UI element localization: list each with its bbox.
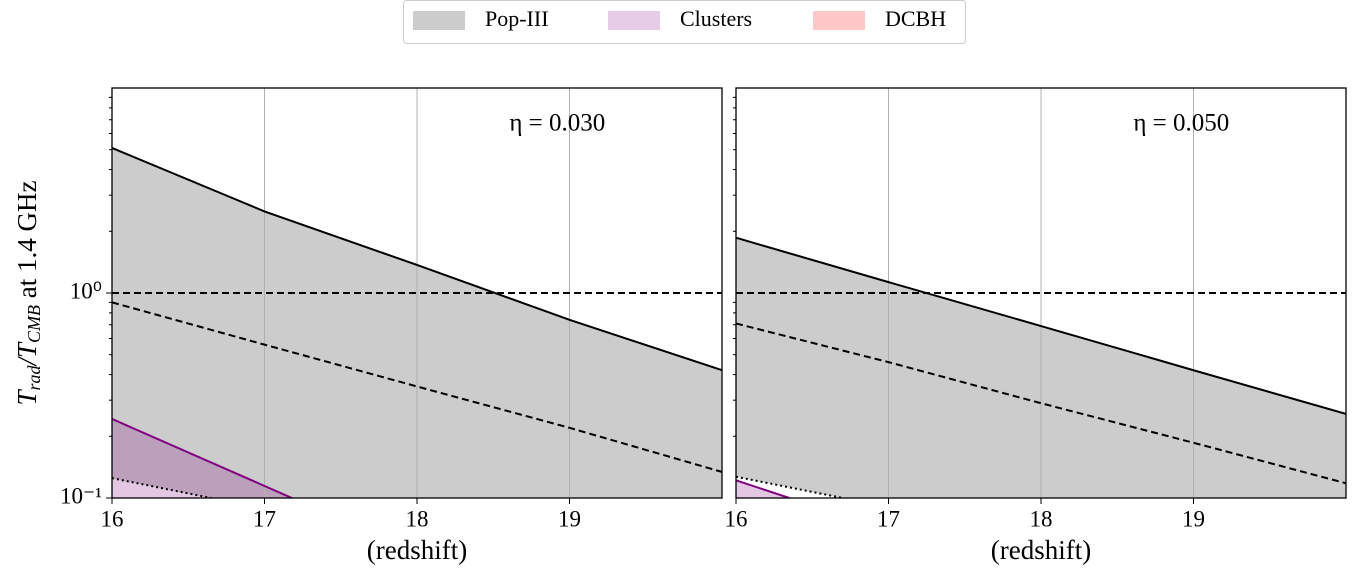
y-label-part: rad <box>24 364 44 390</box>
series-line <box>736 322 1346 485</box>
x-tick-label: 17 <box>877 506 900 531</box>
annotation: η = 0.030 <box>509 110 605 137</box>
x-tick-label: 16 <box>725 506 748 531</box>
x-tick-label: 18 <box>406 506 429 531</box>
annotation: η = 0.050 <box>1133 110 1229 137</box>
series-line <box>736 479 790 498</box>
legend-swatch <box>608 11 660 30</box>
plot-area <box>736 88 1346 498</box>
plot-frame <box>111 87 723 499</box>
series-line <box>736 475 843 498</box>
y-label-part: at 1.4 GHz <box>12 180 42 304</box>
y-tick-label: 10⁻¹ <box>60 483 102 508</box>
series-line <box>736 236 1346 415</box>
y-label-part: CMB <box>24 305 44 343</box>
legend-label: Pop-III <box>485 6 549 31</box>
x-axis-label: (redshift) <box>367 535 467 565</box>
legend-swatch <box>813 11 865 30</box>
x-axis-label: (redshift) <box>991 535 1091 565</box>
x-tick-label: 19 <box>1182 506 1205 531</box>
plot-area <box>112 88 722 498</box>
y-label-part: /T <box>12 341 42 368</box>
y-tick-label: 10⁰ <box>70 278 102 303</box>
series-line <box>112 301 722 473</box>
series-line <box>112 477 212 498</box>
x-tick-label: 16 <box>101 506 124 531</box>
y-label-part: T <box>12 389 42 406</box>
legend-box <box>403 0 966 44</box>
y-axis-label: Trad/TCMB at 1.4 GHz <box>12 180 44 405</box>
x-tick-label: 18 <box>1030 506 1053 531</box>
legend-label: DCBH <box>885 6 946 31</box>
series-line <box>112 147 722 372</box>
legend-label: Clusters <box>680 6 752 31</box>
series-line <box>112 418 293 498</box>
x-tick-label: 17 <box>253 506 276 531</box>
legend-swatch <box>413 11 465 30</box>
x-tick-label: 19 <box>558 506 581 531</box>
plot-frame <box>735 87 1347 499</box>
